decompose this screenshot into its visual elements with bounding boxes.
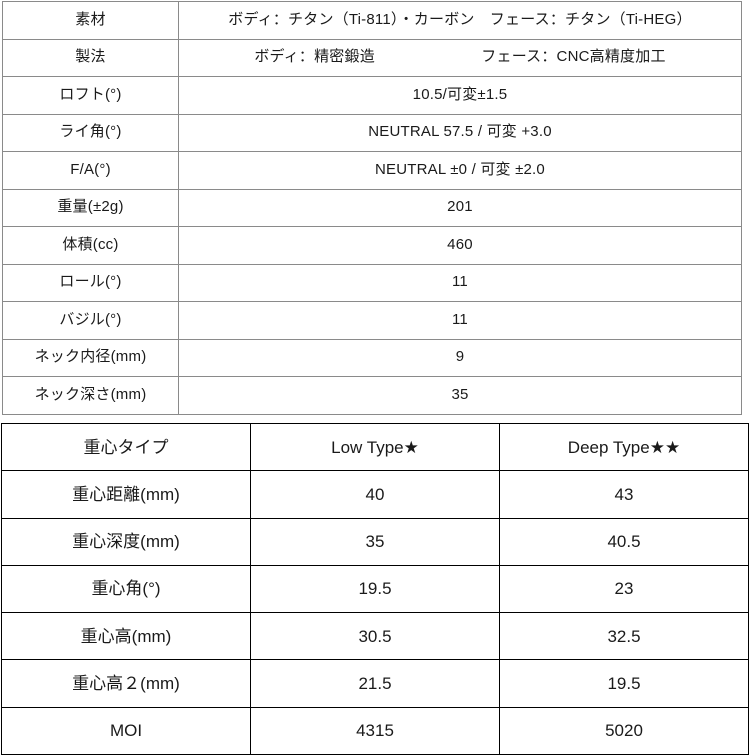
table-row: 製法 ボディ：精密鍛造 フェース：CNC高精度加工	[2, 38, 742, 77]
spec-label-weight: 重量(±2g)	[2, 188, 179, 227]
cog-deep-depth: 40.5	[499, 517, 749, 566]
spec-label-neck-inner-diameter: ネック内径(mm)	[2, 338, 179, 377]
table-row: バジル(°) 11	[2, 301, 742, 340]
cog-deep-height-2: 19.5	[499, 659, 749, 708]
spec-value-material: ボディ：チタン（Ti-811）・カーボン フェース：チタン（Ti-HEG）	[178, 1, 742, 40]
center-of-gravity-table: 重心タイプ Low Type★ Deep Type★★ 重心距離(mm) 40 …	[1, 422, 749, 755]
cog-label-depth: 重心深度(mm)	[1, 517, 251, 566]
cog-low-height: 30.5	[250, 612, 500, 661]
cog-deep-height: 32.5	[499, 612, 749, 661]
table-row: 体積(cc) 460	[2, 226, 742, 265]
spec-label-loft: ロフト(°)	[2, 76, 179, 115]
cog-label-distance: 重心距離(mm)	[1, 470, 251, 519]
table-row: ネック深さ(mm) 35	[2, 376, 742, 415]
table-row: 重心距離(mm) 40 43	[1, 470, 749, 519]
cog-label-height: 重心高(mm)	[1, 612, 251, 661]
table-row: F/A(°) NEUTRAL ±0 / 可変 ±2.0	[2, 151, 742, 190]
spec-label-volume: 体積(cc)	[2, 226, 179, 265]
spec-label-fa: F/A(°)	[2, 151, 179, 190]
spec-value-neck-depth: 35	[178, 376, 742, 415]
spec-label-roll: ロール(°)	[2, 263, 179, 302]
cog-low-height-2: 21.5	[250, 659, 500, 708]
table-row: 重心角(°) 19.5 23	[1, 564, 749, 614]
cog-low-angle: 19.5	[250, 564, 500, 614]
spec-value-roll: 11	[178, 263, 742, 302]
cog-header-deep-type: Deep Type★★	[499, 422, 749, 472]
cog-low-depth: 35	[250, 517, 500, 566]
spec-value-volume: 460	[178, 226, 742, 265]
cog-header-low-type: Low Type★	[250, 422, 500, 472]
table-row: ライ角(°) NEUTRAL 57.5 / 可変 +3.0	[2, 113, 742, 152]
spec-value-loft: 10.5/可変±1.5	[178, 76, 742, 115]
cog-deep-angle: 23	[499, 564, 749, 614]
table-row: 素材 ボディ：チタン（Ti-811）・カーボン フェース：チタン（Ti-HEG）	[2, 1, 742, 40]
cog-header-type: 重心タイプ	[1, 422, 251, 472]
spec-value-fa: NEUTRAL ±0 / 可変 ±2.0	[178, 151, 742, 190]
spec-value-bulge: 11	[178, 301, 742, 340]
table-row: ロフト(°) 10.5/可変±1.5	[2, 76, 742, 115]
cog-deep-moi: 5020	[499, 706, 749, 755]
spec-value-lie-angle: NEUTRAL 57.5 / 可変 +3.0	[178, 113, 742, 152]
spec-label-bulge: バジル(°)	[2, 301, 179, 340]
spec-label-lie-angle: ライ角(°)	[2, 113, 179, 152]
table-row: MOI 4315 5020	[1, 706, 749, 755]
spec-value-weight: 201	[178, 188, 742, 227]
cog-deep-distance: 43	[499, 470, 749, 519]
table-row: ロール(°) 11	[2, 263, 742, 302]
spec-value-neck-inner-diameter: 9	[178, 338, 742, 377]
spec-label-manufacturing: 製法	[2, 38, 179, 77]
cog-label-height-2: 重心高２(mm)	[1, 659, 251, 708]
table-row: 重心高(mm) 30.5 32.5	[1, 612, 749, 661]
spec-value-manufacturing: ボディ：精密鍛造 フェース：CNC高精度加工	[178, 38, 742, 77]
table-row: 重心深度(mm) 35 40.5	[1, 517, 749, 566]
table-row: 重量(±2g) 201	[2, 188, 742, 227]
cog-label-angle: 重心角(°)	[1, 564, 251, 614]
spec-label-material: 素材	[2, 1, 179, 40]
table-row: ネック内径(mm) 9	[2, 338, 742, 377]
table-header-row: 重心タイプ Low Type★ Deep Type★★	[1, 422, 749, 472]
cog-low-moi: 4315	[250, 706, 500, 755]
cog-low-distance: 40	[250, 470, 500, 519]
spec-label-neck-depth: ネック深さ(mm)	[2, 376, 179, 415]
cog-label-moi: MOI	[1, 706, 251, 755]
specification-table: 素材 ボディ：チタン（Ti-811）・カーボン フェース：チタン（Ti-HEG）…	[2, 1, 742, 415]
table-row: 重心高２(mm) 21.5 19.5	[1, 659, 749, 708]
